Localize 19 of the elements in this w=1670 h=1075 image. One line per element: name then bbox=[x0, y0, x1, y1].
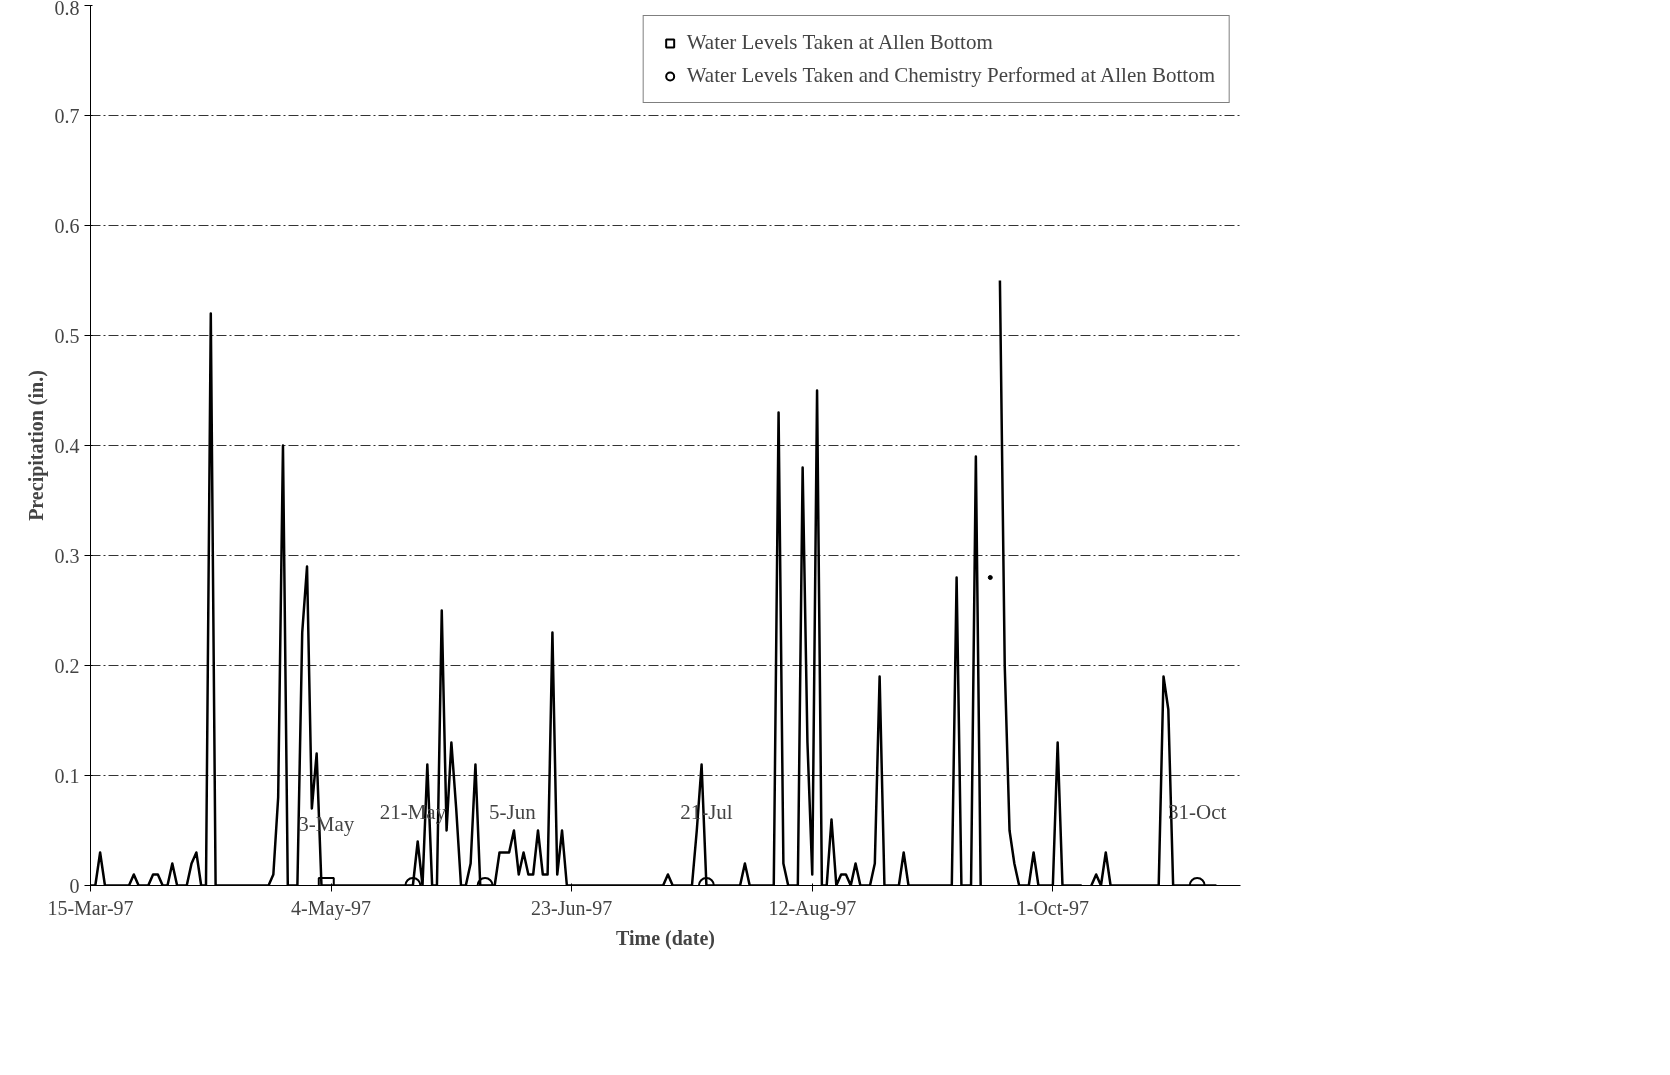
x-tick-label: 1-Oct-97 bbox=[1016, 896, 1089, 919]
y-tick-label: 0.5 bbox=[54, 324, 80, 347]
y-tick-label: 0.6 bbox=[54, 214, 80, 237]
y-tick-label: 0.1 bbox=[54, 764, 80, 787]
x-tick-label: 15-Mar-97 bbox=[47, 896, 134, 919]
y-tick-label: 0.4 bbox=[54, 434, 80, 457]
annotation: 5-Jun bbox=[489, 799, 537, 824]
x-axis-title: Time (date) bbox=[615, 926, 716, 950]
y-tick-label: 0.2 bbox=[54, 654, 80, 677]
y-tick-label: 0.3 bbox=[54, 544, 80, 567]
y-tick-label: 0.7 bbox=[54, 104, 80, 127]
legend-label: Water Levels Taken at Allen Bottom bbox=[686, 30, 993, 55]
x-tick-label: 12-Aug-97 bbox=[768, 896, 857, 920]
legend-label: Water Levels Taken and Chemistry Performed at Allen Bottom bbox=[686, 63, 1215, 88]
x-tick-label: 4-May-97 bbox=[291, 896, 372, 920]
x-tick-label: 23-Jun-97 bbox=[531, 896, 613, 919]
y-tick-label: 0 bbox=[69, 874, 80, 897]
y-axis-title: Precipitation (in.) bbox=[24, 370, 48, 521]
y-tick-label: 0.8 bbox=[54, 0, 80, 19]
